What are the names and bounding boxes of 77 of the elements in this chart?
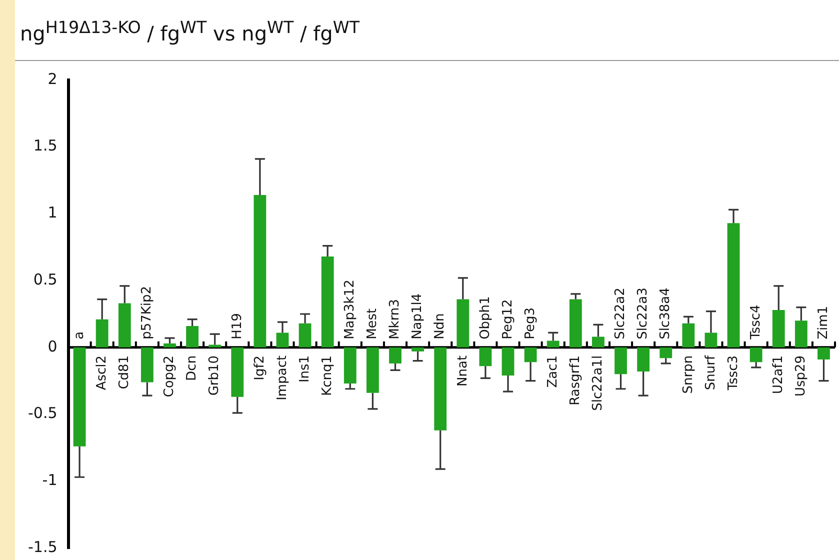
x-tick-label: Rasgrf1: [568, 355, 584, 406]
bar: [660, 347, 672, 358]
x-tick-label: Map3k12: [342, 280, 358, 340]
x-tick-label: Ins1: [297, 355, 312, 383]
bar: [344, 347, 356, 384]
x-tick-label: Ascl2: [94, 355, 110, 390]
x-tick-label: Tssc4: [748, 304, 764, 340]
y-tick-label: 0.5: [33, 270, 58, 288]
x-tick-label: Slc22a3: [636, 288, 651, 340]
bar: [794, 320, 808, 348]
bar: [276, 332, 289, 348]
x-tick-label: Zim1: [816, 306, 832, 340]
y-tick-label: -1.5: [28, 538, 58, 556]
bar: [456, 299, 470, 348]
bar: [412, 347, 424, 352]
bar: [592, 336, 604, 348]
bar: [366, 347, 379, 393]
y-tick-label: 2: [48, 70, 58, 88]
bar: [772, 310, 785, 348]
bar: [298, 323, 312, 348]
x-tick-label: Slc38a4: [658, 288, 674, 340]
bar: [569, 299, 582, 348]
bar: [727, 223, 740, 348]
x-tick-label: Peg12: [500, 299, 516, 340]
x-tick-label: Zac1: [545, 355, 560, 388]
x-tick-label: Usp29: [794, 355, 809, 397]
x-tick-label: Nap1l4: [410, 293, 426, 340]
bar: [502, 347, 514, 376]
bar: [614, 347, 627, 374]
x-tick-label: Dcn: [184, 355, 200, 381]
x-tick-label: p57Kip2: [140, 286, 155, 340]
x-tick-label: Ndn: [432, 313, 448, 340]
x-tick-label: Obph1: [478, 296, 493, 340]
x-tick-label: Grb10: [207, 355, 222, 396]
bar: [524, 347, 537, 362]
x-tick-label: Nnat: [455, 355, 470, 386]
x-tick-label: Tssc3: [726, 355, 741, 392]
x-tick-label: U2af1: [771, 355, 786, 394]
x-tick-label: a: [72, 331, 87, 340]
bar: [682, 323, 695, 348]
x-tick-label: Snrpn: [680, 355, 696, 394]
bar: [118, 303, 131, 348]
bar: [96, 319, 108, 348]
y-tick-label: 1: [48, 204, 58, 222]
x-tick-label: Slc22a2: [613, 288, 628, 340]
bar: [479, 347, 492, 366]
bar: [704, 332, 718, 348]
bar: [73, 347, 86, 446]
bar: [140, 347, 154, 382]
x-tick-label: Igf2: [252, 355, 268, 380]
x-tick-label: Mkrn3: [388, 299, 403, 340]
x-tick-label: Slc22a1l: [590, 355, 606, 411]
bar: [186, 326, 198, 348]
y-tick-label: -1: [42, 471, 58, 490]
x-tick-label: Peg3: [522, 308, 538, 340]
bar: [818, 347, 830, 360]
y-tick-label: 0: [48, 337, 58, 356]
x-tick-label: Copg2: [162, 355, 178, 398]
x-tick-label: Impact: [274, 355, 290, 400]
bar: [546, 340, 560, 348]
bar: [321, 256, 334, 348]
bar: [164, 343, 176, 348]
bar: [750, 347, 762, 362]
bar: [434, 347, 447, 430]
bar: [637, 347, 650, 372]
x-tick-label: H19: [230, 313, 245, 340]
bar: [389, 347, 402, 364]
bar: [208, 344, 222, 348]
bar: [231, 347, 244, 397]
chart-title: ng$^{H19Δ13-KO}$ / fg$^{WT}$ vs ng$^{WT}$ / fg$^{WT}$: [20, 18, 360, 46]
x-tick-label: Snurf: [703, 355, 718, 390]
x-tick-label: Mest: [365, 308, 380, 340]
y-tick-label: 1.5: [33, 136, 58, 155]
x-tick-label: Cd81: [117, 355, 132, 390]
bar: [254, 194, 266, 348]
y-tick-label: -0.5: [28, 404, 58, 422]
x-tick-label: Kcnq1: [320, 355, 335, 396]
